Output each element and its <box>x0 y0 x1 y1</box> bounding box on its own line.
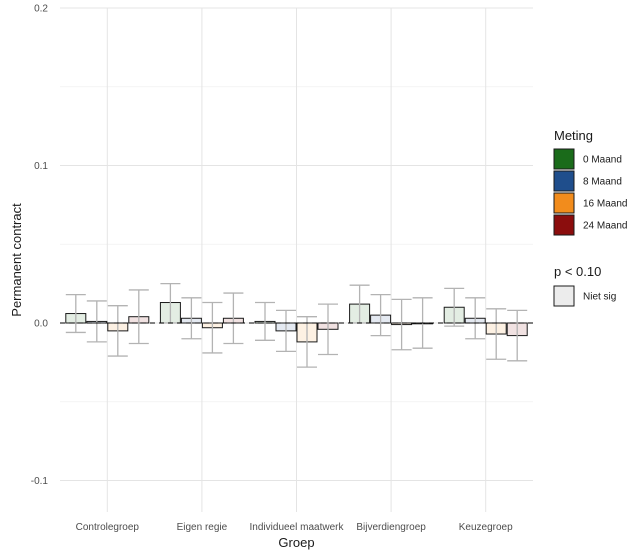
legend-title: Meting <box>554 128 593 143</box>
legend-key <box>553 148 575 170</box>
legend-key <box>553 170 575 192</box>
y-tick-label: 0.1 <box>34 161 48 172</box>
legend-sig-title: p < 0.10 <box>554 264 601 279</box>
legend-label: 24 Maand <box>583 221 627 232</box>
legend-label: 16 Maand <box>583 199 627 210</box>
legend-label: 0 Maand <box>583 155 622 166</box>
x-tick-label: Individueel maatwerk <box>250 522 345 533</box>
x-tick-label: Eigen regie <box>177 522 228 533</box>
legend-sig-label: Niet sig <box>583 292 616 303</box>
y-tick-label: -0.1 <box>31 476 49 487</box>
y-tick-label: 0.2 <box>34 4 48 15</box>
x-tick-label: Controlegroep <box>76 522 140 533</box>
legend-label: 8 Maand <box>583 177 622 188</box>
x-tick-label: Bijverdiengroep <box>356 522 426 533</box>
y-axis-title: Permanent contract <box>9 203 24 317</box>
y-tick-label: 0.0 <box>34 319 48 330</box>
x-axis-title: Groep <box>278 535 314 550</box>
x-tick-label: Keuzegroep <box>459 522 513 533</box>
legend-key <box>553 192 575 214</box>
legend-key <box>553 214 575 236</box>
legend-sig-key <box>553 285 575 307</box>
